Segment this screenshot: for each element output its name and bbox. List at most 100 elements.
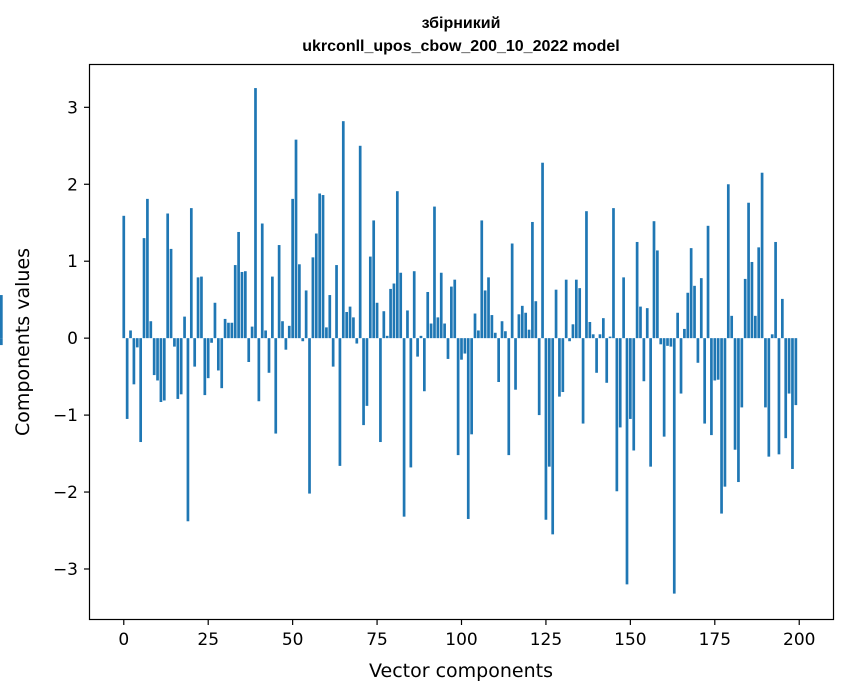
bar (0, 295, 3, 339)
bar (200, 276, 203, 339)
bar (436, 317, 440, 339)
bar (635, 241, 639, 339)
bar (730, 315, 734, 339)
bar (639, 306, 642, 339)
bar (524, 312, 528, 339)
bar (649, 338, 652, 467)
bar (402, 338, 406, 517)
bar (247, 338, 251, 362)
bar (767, 338, 771, 457)
bar (483, 290, 487, 339)
bar (375, 302, 379, 339)
x-tick-label: 50 (282, 630, 304, 650)
bar (125, 338, 129, 419)
bar (257, 338, 261, 402)
bar (281, 321, 284, 339)
x-tick-label: 125 (530, 630, 562, 650)
bar (335, 265, 338, 339)
bar (409, 338, 413, 468)
y-tick-label: 0 (67, 329, 78, 349)
bar (308, 338, 311, 494)
bar (284, 338, 288, 350)
bar (608, 336, 612, 339)
bar (216, 338, 220, 371)
bar (564, 279, 568, 339)
bar (733, 338, 737, 450)
bar (385, 335, 389, 339)
bar (173, 338, 176, 347)
x-tick-label: 175 (699, 630, 731, 650)
bar (581, 338, 585, 424)
bar (460, 338, 463, 360)
bar (669, 338, 673, 347)
bar (358, 145, 362, 339)
bar (780, 298, 784, 339)
bar (723, 338, 727, 487)
bar (267, 338, 271, 373)
bar (585, 211, 588, 339)
bar (574, 279, 578, 339)
bar (791, 338, 794, 469)
bar (659, 338, 663, 345)
y-axis-label: Components values (12, 248, 34, 436)
bar (325, 327, 328, 339)
bar (750, 261, 754, 339)
bar (764, 338, 767, 408)
bar (227, 322, 230, 339)
bar (341, 121, 345, 339)
bar (591, 334, 595, 339)
bar (328, 295, 332, 339)
bar (274, 338, 278, 434)
bar (578, 288, 582, 339)
bar (206, 338, 210, 379)
bar (433, 206, 436, 339)
bar (507, 338, 511, 456)
bar (301, 338, 305, 342)
bar (196, 277, 200, 339)
bar (176, 338, 180, 399)
bar (135, 338, 139, 348)
bar (588, 321, 592, 339)
bar (622, 277, 625, 339)
bar (220, 338, 224, 389)
bar (186, 338, 190, 522)
bar (784, 338, 788, 439)
bar (314, 233, 318, 339)
bar (372, 220, 376, 339)
bar (720, 338, 723, 514)
bar (456, 338, 460, 456)
bar (710, 338, 713, 436)
bar (703, 338, 707, 424)
bar (213, 302, 217, 339)
bar (679, 338, 683, 394)
bar (652, 221, 656, 339)
bar (770, 334, 774, 339)
x-tick-label: 100 (445, 630, 477, 650)
bar (240, 271, 244, 339)
bar (193, 338, 197, 367)
bar (737, 338, 740, 483)
bar (129, 330, 132, 339)
x-tick-label: 75 (366, 630, 388, 650)
bar (666, 338, 669, 346)
bar (493, 332, 497, 339)
bar (541, 162, 544, 339)
bar (142, 238, 146, 339)
bar (551, 338, 555, 535)
bar (156, 338, 159, 381)
bar (132, 338, 136, 385)
x-tick-label: 200 (783, 630, 815, 650)
bar (757, 247, 761, 339)
bar (568, 338, 571, 342)
bar (0, 338, 3, 346)
bar (233, 265, 237, 339)
chart-title-line-2: ukrconll_upos_cbow_200_10_2022 model (302, 38, 619, 55)
bar (547, 338, 551, 467)
bar (166, 213, 170, 339)
bar (531, 221, 534, 339)
bar (753, 315, 757, 339)
chart-title-line-1: збірникий (422, 15, 501, 32)
bar (152, 338, 156, 376)
bar (787, 338, 791, 394)
bar (260, 223, 264, 339)
